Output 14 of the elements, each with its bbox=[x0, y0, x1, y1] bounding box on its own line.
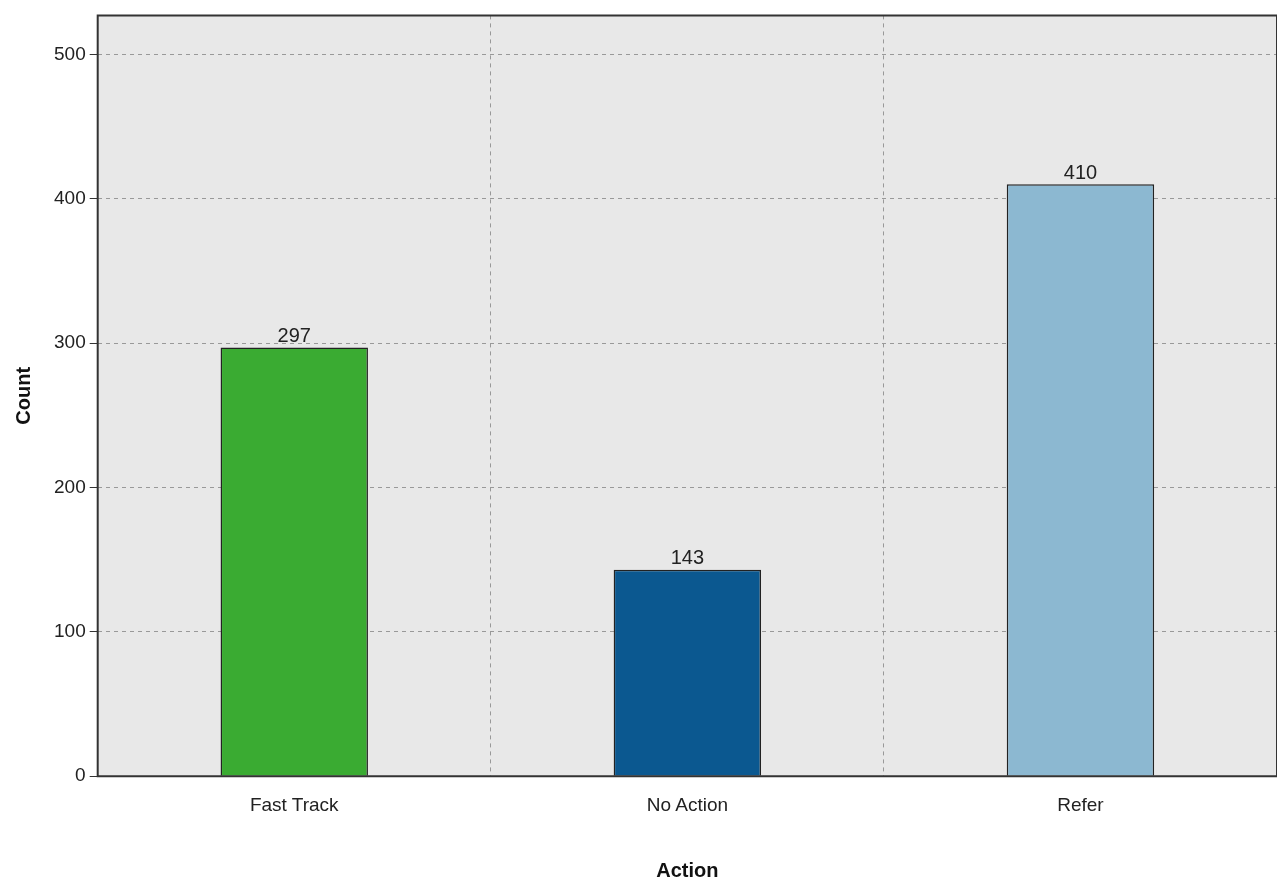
data-label: 410 bbox=[1063, 160, 1098, 183]
y-axis-title: Count bbox=[11, 366, 34, 425]
y-tick-label: 300 bbox=[54, 331, 86, 353]
data-label: 143 bbox=[670, 546, 705, 569]
x-tick-label: Fast Track bbox=[249, 793, 340, 815]
y-tick-label: 0 bbox=[75, 764, 86, 786]
y-tick-label: 400 bbox=[54, 186, 86, 208]
y-tick-label: 500 bbox=[54, 42, 86, 64]
x-tick-label: Refer bbox=[1057, 793, 1105, 815]
y-tick-label: 100 bbox=[54, 620, 86, 642]
data-label: 297 bbox=[277, 323, 311, 346]
x-axis-title: Action bbox=[656, 858, 719, 881]
y-tick-label: 200 bbox=[54, 475, 86, 497]
x-tick-label: No Action bbox=[646, 793, 729, 815]
